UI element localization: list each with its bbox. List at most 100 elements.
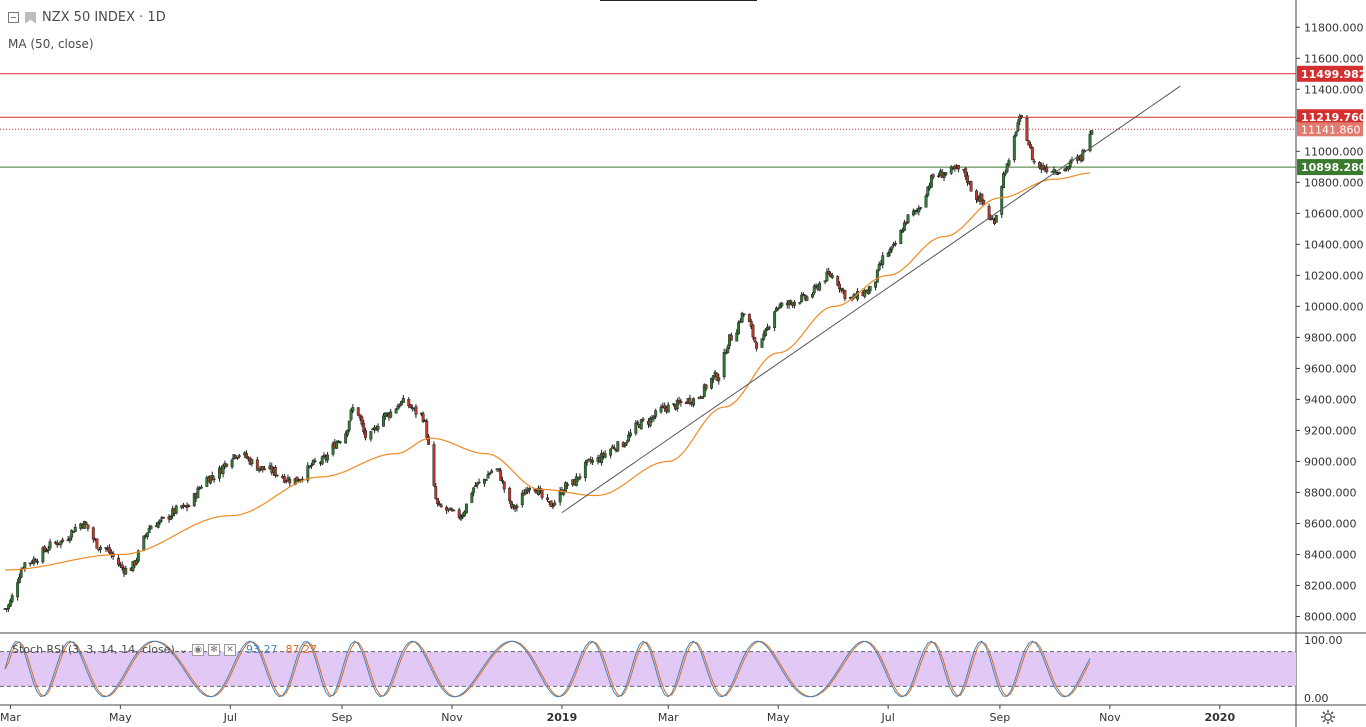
candle-body (335, 441, 339, 449)
candle-body (1025, 117, 1029, 141)
candle-body (257, 468, 261, 472)
candle-body (679, 401, 683, 404)
candle-body (437, 503, 441, 506)
eye-icon[interactable]: ◉ (192, 643, 205, 656)
candle-body (838, 283, 841, 290)
candle-body (68, 538, 72, 541)
candle-body (463, 511, 467, 517)
stoch-label: Stoch RSI (3, 3, 14, 14, close) (12, 643, 175, 656)
candle-body (692, 398, 695, 406)
candle-body (407, 399, 411, 407)
candle-body (729, 335, 733, 341)
candle-body (362, 423, 366, 432)
close-icon[interactable]: ✕ (224, 643, 237, 656)
ma-legend: MA (50, close) (8, 37, 94, 51)
candle-body (875, 269, 879, 283)
candle-body (654, 410, 658, 417)
candle-body (73, 526, 77, 532)
candle-body (230, 459, 234, 468)
candle-body (331, 443, 335, 455)
candle-body (774, 307, 778, 312)
candle-body (86, 524, 90, 529)
candle-body (957, 165, 960, 170)
candle-body (414, 406, 418, 415)
candle-body (488, 472, 492, 475)
candle-body (1057, 171, 1061, 174)
candle-body (830, 275, 834, 279)
candle-body (823, 280, 827, 283)
x-tick-label: Mar (658, 711, 679, 724)
candle-body (108, 547, 111, 554)
y-tick-label: 9000.000 (1304, 455, 1357, 468)
candle-body (300, 478, 304, 481)
candle-body (16, 582, 20, 598)
candle-body (326, 454, 330, 461)
candle-body (760, 338, 764, 348)
candle-body (475, 482, 479, 486)
candle-body (776, 307, 780, 310)
candle-body (773, 311, 777, 328)
candle-body (1029, 144, 1033, 149)
candle-body (46, 548, 50, 551)
candle-body (805, 296, 809, 301)
candle-body (827, 270, 831, 275)
candle-body (546, 497, 549, 501)
candle-body (187, 505, 191, 507)
candle-body (917, 208, 921, 213)
candle-body (749, 320, 753, 327)
candle-body (427, 436, 431, 445)
candle-body (641, 418, 645, 421)
candle-body (911, 210, 915, 216)
candle-body (735, 332, 739, 342)
candle-body (295, 476, 299, 482)
candle-body (893, 243, 897, 245)
symbol-title: NZX 50 INDEX · 1D (42, 10, 166, 25)
candle-body (549, 500, 553, 508)
candle-body (818, 282, 822, 291)
candle-body (439, 504, 443, 508)
y-tick-label: 11000.000 (1304, 145, 1364, 158)
candle-body (609, 448, 613, 456)
candle-body (162, 516, 166, 519)
candle-body (899, 229, 903, 245)
candle-body (225, 463, 229, 467)
candle-body (200, 486, 203, 489)
candle-body (221, 465, 225, 475)
candle-body (926, 186, 930, 196)
candle-body (740, 312, 744, 323)
flag-icon[interactable] (25, 11, 36, 24)
chevron-down-icon[interactable]: ⌄ (178, 643, 189, 656)
candle-body (501, 480, 504, 482)
candle-body (886, 252, 890, 257)
candle-body (10, 595, 14, 602)
candle-body (612, 447, 616, 450)
collapse-icon[interactable] (8, 12, 19, 23)
candle-body (1007, 160, 1011, 166)
candle-body (34, 559, 38, 563)
candle-body (975, 190, 978, 200)
candle-body (457, 509, 461, 518)
candle-body (464, 503, 468, 514)
candle-body (499, 470, 503, 481)
candle-body (616, 441, 620, 452)
candle-body (311, 459, 315, 466)
gear-icon[interactable] (1320, 709, 1336, 725)
candle-body (347, 420, 351, 431)
settings-icon[interactable]: ✻ (208, 643, 221, 656)
x-tick-label: 2019 (547, 711, 578, 724)
candle-body (800, 294, 804, 302)
candle-body (663, 405, 667, 409)
candle-body (43, 546, 47, 552)
candle-body (623, 444, 627, 447)
candle-body (470, 492, 474, 503)
candle-body (490, 470, 494, 473)
candle-body (578, 476, 582, 479)
last-price-bg (1297, 122, 1363, 137)
candle-body (275, 474, 279, 477)
candle-body (104, 547, 108, 549)
candle-body (358, 414, 362, 419)
candle-body (1012, 135, 1016, 161)
candle-body (309, 464, 313, 467)
candle-body (169, 516, 173, 520)
